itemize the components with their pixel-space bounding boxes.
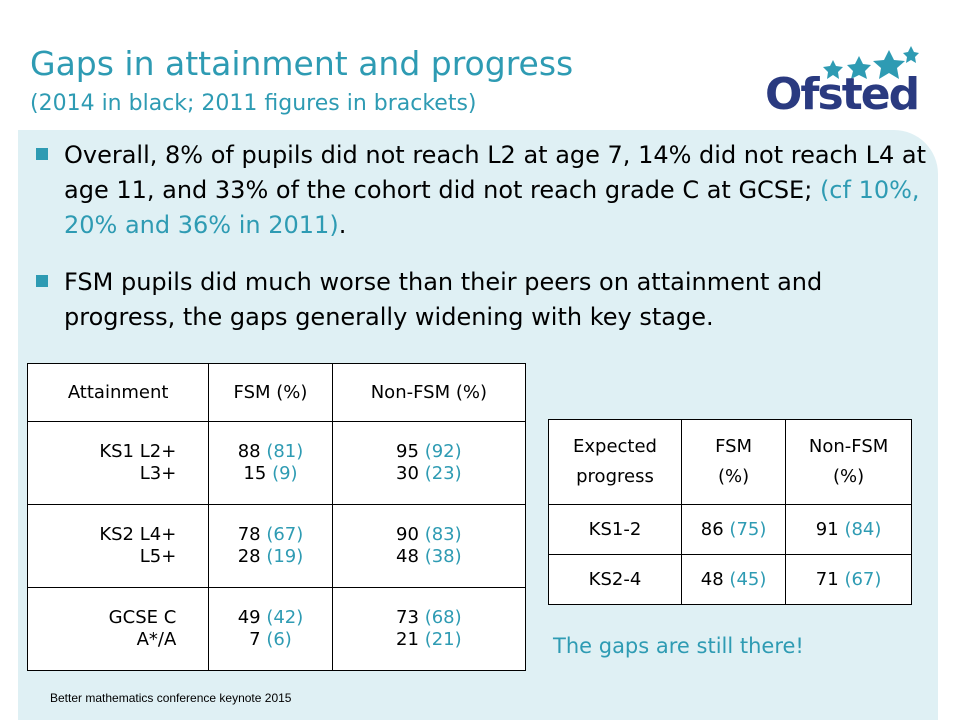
value-2014: 21	[396, 629, 419, 650]
nonfsm-cell: 71 (67)	[785, 554, 912, 605]
expected-progress-table: Expected progress FSM (%) Non-FSM (%) KS…	[548, 419, 912, 605]
header-line: FSM	[715, 436, 753, 457]
value-2014: 30	[396, 463, 419, 484]
value-2014: 78	[237, 524, 261, 545]
label-line: L5+	[139, 546, 177, 567]
table-row: KS1 L2+ L3+ 88 (81) 15 (9) 95 (92) 30 (2…	[26, 421, 527, 505]
nonfsm-cell: 90 (83) 48 (38)	[331, 504, 527, 588]
bullet-text: Overall, 8% of pupils did not reach L2 a…	[64, 141, 926, 204]
header-line: (%)	[718, 466, 750, 487]
header-line: Expected	[573, 436, 657, 457]
header-cell: FSM (%)	[680, 419, 787, 505]
value-2014: 90	[396, 524, 419, 545]
value-2014: 71	[815, 569, 839, 590]
value-2014: 15	[243, 463, 267, 484]
value-2014: 86	[700, 519, 724, 540]
header-cell: FSM (%)	[208, 363, 333, 422]
table-header-row: Attainment FSM (%) Non-FSM (%)	[26, 363, 527, 422]
header-line: (%)	[833, 466, 865, 487]
value-2014: 88	[237, 441, 261, 462]
value-2011: (92)	[424, 441, 462, 462]
table-row: GCSE C A*/A 49 (42) 7 (6) 73 (68) 21 (21…	[26, 587, 527, 671]
value-2011: (19)	[266, 546, 304, 567]
header-cell: Expected progress	[548, 419, 682, 505]
bullet-text-2011: (cf 10%, 20% and 36% in 2011)	[64, 176, 920, 239]
label-line: L3+	[139, 463, 177, 484]
bullet-square-icon	[36, 275, 48, 287]
label-line: KS2 L4+	[99, 524, 177, 545]
value-2011: (21)	[424, 629, 462, 650]
value-2011: (81)	[266, 441, 304, 462]
value-2011: (9)	[272, 463, 298, 484]
nonfsm-cell: 91 (84)	[785, 504, 912, 555]
fsm-cell: 48 (45)	[680, 554, 787, 605]
bullet-square-icon	[36, 148, 48, 160]
nonfsm-cell: 95 (92) 30 (23)	[331, 421, 527, 505]
fsm-cell: 78 (67) 28 (19)	[208, 504, 333, 588]
value-2014: 91	[815, 519, 839, 540]
value-2011: (6)	[266, 629, 292, 650]
ofsted-logo: Ofsted	[765, 46, 920, 126]
footer-text: Better mathematics conference keynote 20…	[50, 691, 292, 705]
value-2014: 48	[396, 546, 419, 567]
table-row: KS2 L4+ L5+ 78 (67) 28 (19) 90 (83) 48 (…	[26, 504, 527, 588]
value-2014: 28	[237, 546, 261, 567]
value-2014: 73	[396, 607, 419, 628]
value-2011: (45)	[729, 569, 767, 590]
fsm-cell: 88 (81) 15 (9)	[208, 421, 333, 505]
header-cell: Attainment	[26, 363, 210, 422]
header-line: progress	[576, 466, 654, 487]
value-2011: (42)	[266, 607, 304, 628]
value-2014: 95	[396, 441, 419, 462]
value-2011: (67)	[266, 524, 304, 545]
value-2011: (38)	[424, 546, 462, 567]
header-cell: Non-FSM (%)	[785, 419, 912, 505]
table-header-row: Expected progress FSM (%) Non-FSM (%)	[548, 419, 912, 505]
bullet-item: FSM pupils did much worse than their pee…	[36, 265, 926, 335]
gaps-note: The gaps are still there!	[553, 634, 804, 658]
value-2011: (84)	[844, 519, 882, 540]
table-row: KS1-2 86 (75) 91 (84)	[548, 504, 912, 555]
fsm-cell: 86 (75)	[680, 504, 787, 555]
row-label: KS2-4	[548, 554, 682, 605]
fsm-cell: 49 (42) 7 (6)	[208, 587, 333, 671]
attainment-table: Attainment FSM (%) Non-FSM (%) KS1 L2+ L…	[26, 363, 527, 671]
value-2011: (68)	[424, 607, 462, 628]
label-line: KS1 L2+	[99, 441, 177, 462]
row-label: GCSE C A*/A	[26, 587, 210, 671]
value-2014: 49	[237, 607, 261, 628]
value-2014: 7	[249, 629, 261, 650]
table-row: KS2-4 48 (45) 71 (67)	[548, 554, 912, 605]
bullet-list: Overall, 8% of pupils did not reach L2 a…	[36, 138, 926, 357]
nonfsm-cell: 73 (68) 21 (21)	[331, 587, 527, 671]
label-line: GCSE C	[108, 607, 177, 628]
bullet-item: Overall, 8% of pupils did not reach L2 a…	[36, 138, 926, 243]
value-2011: (83)	[424, 524, 462, 545]
bullet-text-end: .	[338, 211, 347, 239]
bullet-text: FSM pupils did much worse than their pee…	[64, 268, 823, 331]
slide-title: Gaps in attainment and progress	[30, 44, 574, 83]
value-2011: (67)	[844, 569, 882, 590]
logo-text: Ofsted	[765, 69, 920, 120]
row-label: KS1 L2+ L3+	[26, 421, 210, 505]
label-line: A*/A	[136, 629, 177, 650]
value-2011: (75)	[729, 519, 767, 540]
stars-icon	[823, 46, 919, 79]
header-line: Non-FSM	[808, 436, 889, 457]
value-2014: 48	[700, 569, 724, 590]
row-label: KS2 L4+ L5+	[26, 504, 210, 588]
slide-subtitle: (2014 in black; 2011 figures in brackets…	[30, 91, 477, 116]
value-2011: (23)	[424, 463, 462, 484]
header-cell: Non-FSM (%)	[331, 363, 527, 422]
row-label: KS1-2	[548, 504, 682, 555]
